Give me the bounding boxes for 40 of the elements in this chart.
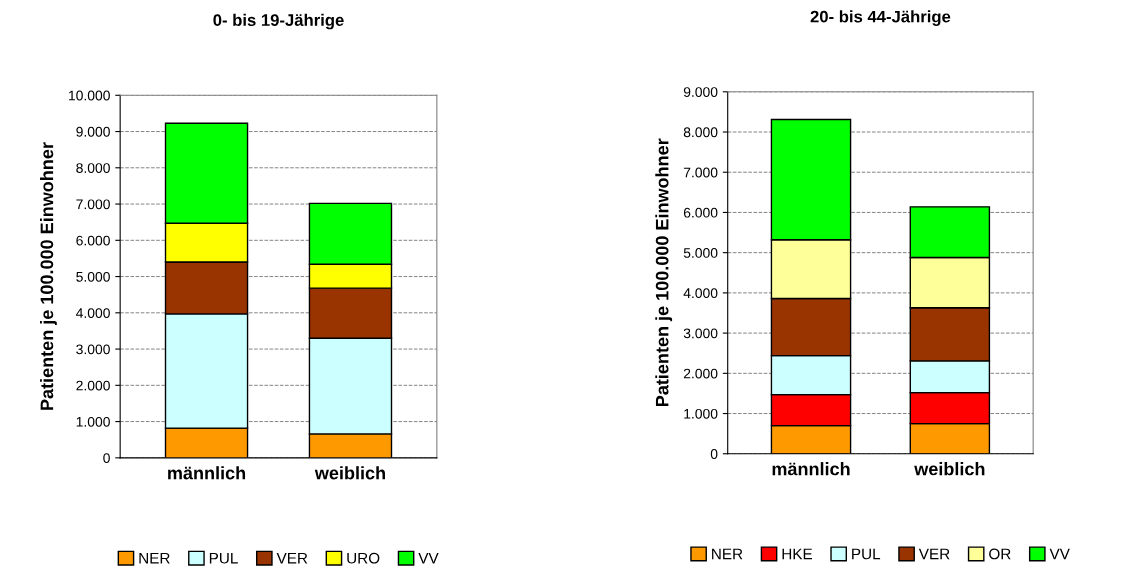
- legend-label: VV: [418, 552, 439, 564]
- y-tick-label: 2.000: [683, 368, 718, 379]
- y-tick-label: 1.000: [684, 408, 718, 419]
- legend-label: VV: [1049, 548, 1070, 560]
- y-tick-label: 0: [103, 453, 110, 463]
- x-tick-label: weiblich: [914, 462, 985, 476]
- x-tick-label: männlich: [772, 462, 850, 476]
- y-tick-label: 4.000: [683, 288, 718, 299]
- chart-title: 20- bis 44-Jährige: [810, 10, 951, 26]
- y-tick-label: 9.000: [76, 126, 110, 137]
- y-tick-label: 8.000: [683, 127, 718, 138]
- y-tick-label: 2.000: [76, 380, 110, 391]
- y-tick-label: 5.000: [683, 248, 718, 258]
- legend-label: NER: [139, 552, 170, 564]
- x-tick-label: männlich: [168, 466, 246, 480]
- y-axis-title: Patienten je 100.000 Einwohner: [40, 142, 57, 410]
- y-tick-label: 7.000: [683, 167, 718, 178]
- y-tick-label: 4.000: [76, 308, 110, 318]
- y-tick-label: 9.000: [683, 87, 718, 97]
- legend-label: URO: [347, 552, 380, 564]
- y-tick-label: 5.000: [76, 271, 110, 282]
- y-tick-label: 3.000: [76, 344, 110, 355]
- y-tick-label: 6.000: [683, 207, 718, 218]
- legend-label: OR: [989, 548, 1011, 560]
- y-tick-label: 8.000: [76, 163, 110, 173]
- y-tick-label: 3.000: [683, 328, 718, 339]
- legend-label: VER: [276, 552, 308, 564]
- legend-label: HKE: [782, 548, 813, 560]
- y-tick-label: 6.000: [76, 235, 110, 246]
- legend-label: PUL: [209, 552, 238, 564]
- legend-label: NER: [712, 548, 743, 560]
- legend-label: VER: [918, 548, 950, 560]
- x-tick-label: weiblich: [314, 466, 385, 480]
- y-tick-label: 10.000: [69, 90, 110, 101]
- legend-label: PUL: [852, 548, 881, 560]
- y-axis-title: Patienten je 100.000 Einwohner: [655, 138, 673, 407]
- y-tick-label: 7.000: [76, 199, 110, 210]
- chart-title: 0- bis 19-Jährige: [213, 13, 344, 30]
- y-tick-label: 0: [710, 449, 718, 459]
- y-tick-label: 1.000: [76, 416, 110, 427]
